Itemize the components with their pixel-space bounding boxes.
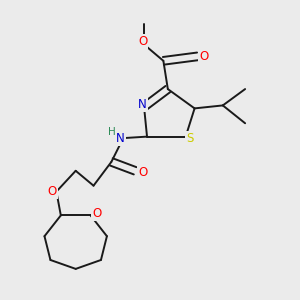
- Text: N: N: [116, 132, 125, 145]
- Text: N: N: [138, 98, 147, 111]
- Text: O: O: [47, 185, 56, 198]
- Text: O: O: [138, 35, 147, 48]
- Text: H: H: [108, 127, 116, 137]
- Text: O: O: [200, 50, 209, 63]
- Text: S: S: [186, 132, 194, 145]
- Text: O: O: [138, 166, 147, 179]
- Text: O: O: [92, 207, 102, 220]
